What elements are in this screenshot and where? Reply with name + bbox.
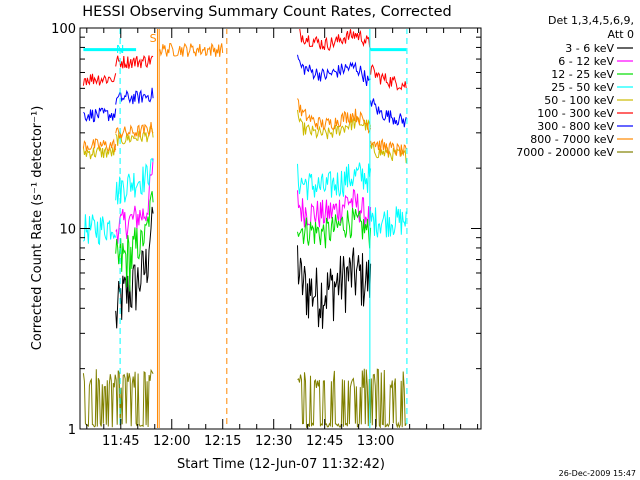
series-line <box>83 107 117 123</box>
axes: 11:45 12:00 12:15 12:30 12:45 13:00 1 10 100 <box>51 22 481 449</box>
series-line <box>82 146 117 160</box>
series-line <box>115 126 154 146</box>
y-tick-label: 100 <box>51 22 76 37</box>
series-line <box>115 122 154 139</box>
x-tick-label: 12:15 <box>204 434 241 449</box>
plot-frame <box>79 27 482 430</box>
series-800-7000-kev <box>82 42 407 157</box>
series-line <box>370 64 407 91</box>
legend-label: 300 - 800 keV <box>537 120 614 133</box>
series-line <box>82 73 117 86</box>
series-line <box>370 206 407 238</box>
series-line <box>297 98 372 134</box>
series-line <box>297 188 372 229</box>
series-line <box>370 98 407 128</box>
series-12-25-kev <box>115 191 372 292</box>
series-line <box>370 138 407 157</box>
series-line <box>297 54 371 86</box>
x-tick-label: 12:45 <box>306 434 343 449</box>
series-100-300-kev <box>82 29 407 91</box>
series-25-50-kev <box>83 157 407 246</box>
series-line <box>297 109 372 140</box>
legend-header: Det 1,3,4,5,6,9, <box>548 14 634 27</box>
legend-header: Att 0 <box>608 28 634 41</box>
legend-label: 25 - 50 keV <box>551 81 614 94</box>
legend-label: 3 - 6 keV <box>565 42 614 55</box>
series-line <box>83 214 117 246</box>
flag-label: S <box>150 32 157 45</box>
series-3-6-kev <box>115 206 372 329</box>
x-tick-label: 12:30 <box>255 434 292 449</box>
legend-label: 800 - 7000 keV <box>530 133 614 146</box>
series-line <box>115 87 154 105</box>
series-line <box>115 206 154 329</box>
series-line <box>159 42 224 57</box>
legend-label: 12 - 25 keV <box>551 68 614 81</box>
series-6-12-kev <box>115 158 372 244</box>
plot-area: NS <box>82 29 408 428</box>
series-line <box>297 162 372 201</box>
x-axis-label: Start Time (12-Jun-07 11:32:42) <box>177 457 385 472</box>
series-line <box>115 158 154 244</box>
series-line <box>115 157 154 205</box>
x-tick-label: 11:45 <box>102 434 139 449</box>
series-line <box>297 368 407 428</box>
x-tick-label: 13:00 <box>357 434 394 449</box>
x-tick-label: 12:00 <box>153 434 190 449</box>
legend-label: 100 - 300 keV <box>537 107 614 120</box>
series-line <box>115 191 154 292</box>
series-line <box>297 245 372 329</box>
legend-label: 6 - 12 keV <box>558 55 614 68</box>
y-axis-label: Corrected Count Rate (s⁻¹ detector⁻¹) <box>30 106 45 351</box>
legend-label: 50 - 100 keV <box>544 94 614 107</box>
series-7000-20000-kev <box>82 368 407 428</box>
series-line <box>82 138 117 152</box>
series-line <box>299 29 372 51</box>
data-layer: NS <box>82 29 408 428</box>
series-line <box>297 207 372 249</box>
legend-label: 7000 - 20000 keV <box>516 146 614 159</box>
series-line <box>115 54 154 69</box>
y-tick-label: 10 <box>59 223 76 238</box>
chart-title: HESSI Observing Summary Count Rates, Cor… <box>82 4 451 20</box>
series-line <box>82 368 154 428</box>
series-300-800-kev <box>83 54 407 128</box>
footer-date: 26-Dec-2009 15:47 <box>559 469 636 478</box>
y-tick-label: 1 <box>68 423 76 438</box>
flag-label: N <box>116 43 124 56</box>
